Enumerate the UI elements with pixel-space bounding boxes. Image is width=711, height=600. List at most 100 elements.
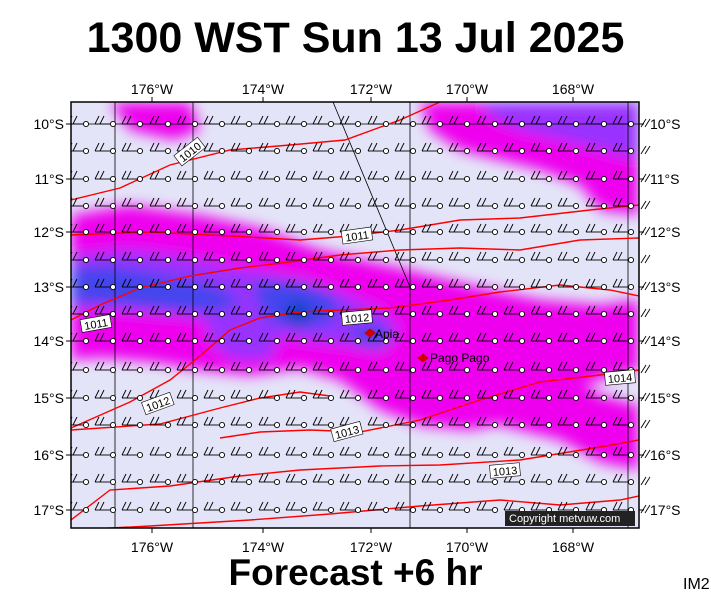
wind-barb-icon	[585, 170, 608, 183]
wind-barb-icon	[557, 305, 580, 318]
lon-label-bottom: 176°W	[131, 539, 174, 555]
wind-barb-icon	[394, 223, 417, 236]
wind-barb-icon	[585, 197, 608, 210]
wind-barb-icon	[503, 416, 526, 429]
wind-barb-icon	[644, 449, 651, 459]
wind-barb-icon	[339, 197, 362, 210]
wind-barb-icon	[176, 332, 199, 345]
wind-barb-icon	[285, 223, 308, 236]
wind-barb-icon	[203, 305, 226, 318]
copyright-box: Copyright metvuw.com	[505, 511, 635, 526]
wind-barb-icon	[394, 305, 417, 318]
wind-barb-icon	[285, 332, 308, 345]
wind-barb-icon	[258, 501, 281, 514]
wind-barb-icon	[644, 364, 651, 374]
wind-barb-icon	[530, 197, 553, 210]
wind-barb-icon	[149, 142, 172, 155]
wind-barb-icon	[557, 416, 580, 429]
wind-barb-icon	[230, 142, 253, 155]
wind-barb-icon	[640, 200, 647, 210]
wind-barb-icon	[285, 389, 308, 402]
wind-barb-icon	[121, 115, 144, 128]
wind-barb-icon	[94, 197, 117, 210]
wind-barb-icon	[640, 419, 647, 429]
wind-barb-icon	[530, 142, 553, 155]
wind-barb-icon	[121, 170, 144, 183]
lat-label-right: 11°S	[650, 171, 679, 187]
wind-barb-icon	[258, 142, 281, 155]
wind-barb-icon	[121, 223, 144, 236]
wind-barb-icon	[149, 361, 172, 374]
wind-barb-icon	[476, 142, 499, 155]
lat-label-right: 14°S	[650, 333, 681, 349]
wind-barb-icon	[312, 170, 335, 183]
wind-barb-icon	[530, 389, 553, 402]
wind-barb-icon	[149, 473, 172, 486]
wind-barb-icon	[644, 226, 651, 236]
wind-barb-icon	[557, 446, 580, 459]
wind-barb-icon	[367, 501, 390, 514]
wind-barb-icon	[94, 416, 117, 429]
isobar-line	[71, 102, 441, 201]
wind-barb-icon	[448, 197, 471, 210]
wind-barb-icon	[312, 278, 335, 291]
wind-barb-icon	[612, 197, 635, 210]
wind-barb-icon	[640, 504, 647, 514]
wind-barb-icon	[149, 332, 172, 345]
wind-barb-icon	[530, 361, 553, 374]
wind-barb-icon	[312, 305, 335, 318]
wind-barb-icon	[367, 389, 390, 402]
wind-barb-icon	[71, 332, 90, 345]
wind-barb-icon	[121, 446, 144, 459]
wind-barb-icon	[644, 118, 651, 128]
wind-barb-icon	[203, 223, 226, 236]
wind-barb-icon	[640, 118, 647, 128]
wind-barb-icon	[394, 361, 417, 374]
wind-barb-icon	[258, 361, 281, 374]
wind-barb-icon	[71, 501, 90, 514]
wind-barb-icon	[71, 251, 90, 264]
wind-barb-icon	[258, 416, 281, 429]
wind-barb-icon	[367, 197, 390, 210]
svg-text:1014: 1014	[607, 372, 632, 386]
lon-label-top: 168°W	[552, 81, 595, 97]
wind-barb-icon	[476, 446, 499, 459]
wind-barb-icon	[203, 197, 226, 210]
wind-barb-icon	[530, 332, 553, 345]
wind-barb-icon	[149, 197, 172, 210]
lat-label-right: 16°S	[650, 447, 681, 463]
wind-barb-icon	[230, 416, 253, 429]
wind-barb-icon	[121, 251, 144, 264]
wind-barb-icon	[367, 142, 390, 155]
wind-barb-icon	[644, 392, 651, 402]
wind-barb-icon	[230, 389, 253, 402]
wind-barb-icon	[230, 278, 253, 291]
wind-barb-icon	[476, 361, 499, 374]
wind-barb-icon	[394, 142, 417, 155]
wind-barb-icon	[121, 332, 144, 345]
isobar-line	[219, 369, 639, 439]
wind-barb-icon	[285, 115, 308, 128]
lon-label-top: 172°W	[350, 81, 393, 97]
chart-title: 1300 WST Sun 13 Jul 2025	[86, 14, 625, 62]
isobar-line	[71, 439, 639, 521]
wind-barb-icon	[312, 142, 335, 155]
wind-barb-icon	[530, 251, 553, 264]
wind-barb-icon	[476, 197, 499, 210]
wind-barb-icon	[476, 251, 499, 264]
svg-text:1012: 1012	[344, 312, 369, 326]
wind-barb-icon	[421, 361, 444, 374]
svg-text:1011: 1011	[83, 317, 108, 333]
lon-label-bottom: 168°W	[552, 539, 595, 555]
wind-barb-icon	[394, 115, 417, 128]
wind-barb-icon	[367, 416, 390, 429]
wind-barb-icon	[612, 416, 635, 429]
wind-barb-icon	[448, 170, 471, 183]
wind-barb-icon	[557, 332, 580, 345]
wind-barb-icon	[149, 278, 172, 291]
wind-barb-icon	[585, 223, 608, 236]
wind-barb-icon	[644, 476, 651, 486]
wind-barb-icon	[421, 416, 444, 429]
wind-barb-icon	[149, 501, 172, 514]
wind-barb-icon	[503, 305, 526, 318]
